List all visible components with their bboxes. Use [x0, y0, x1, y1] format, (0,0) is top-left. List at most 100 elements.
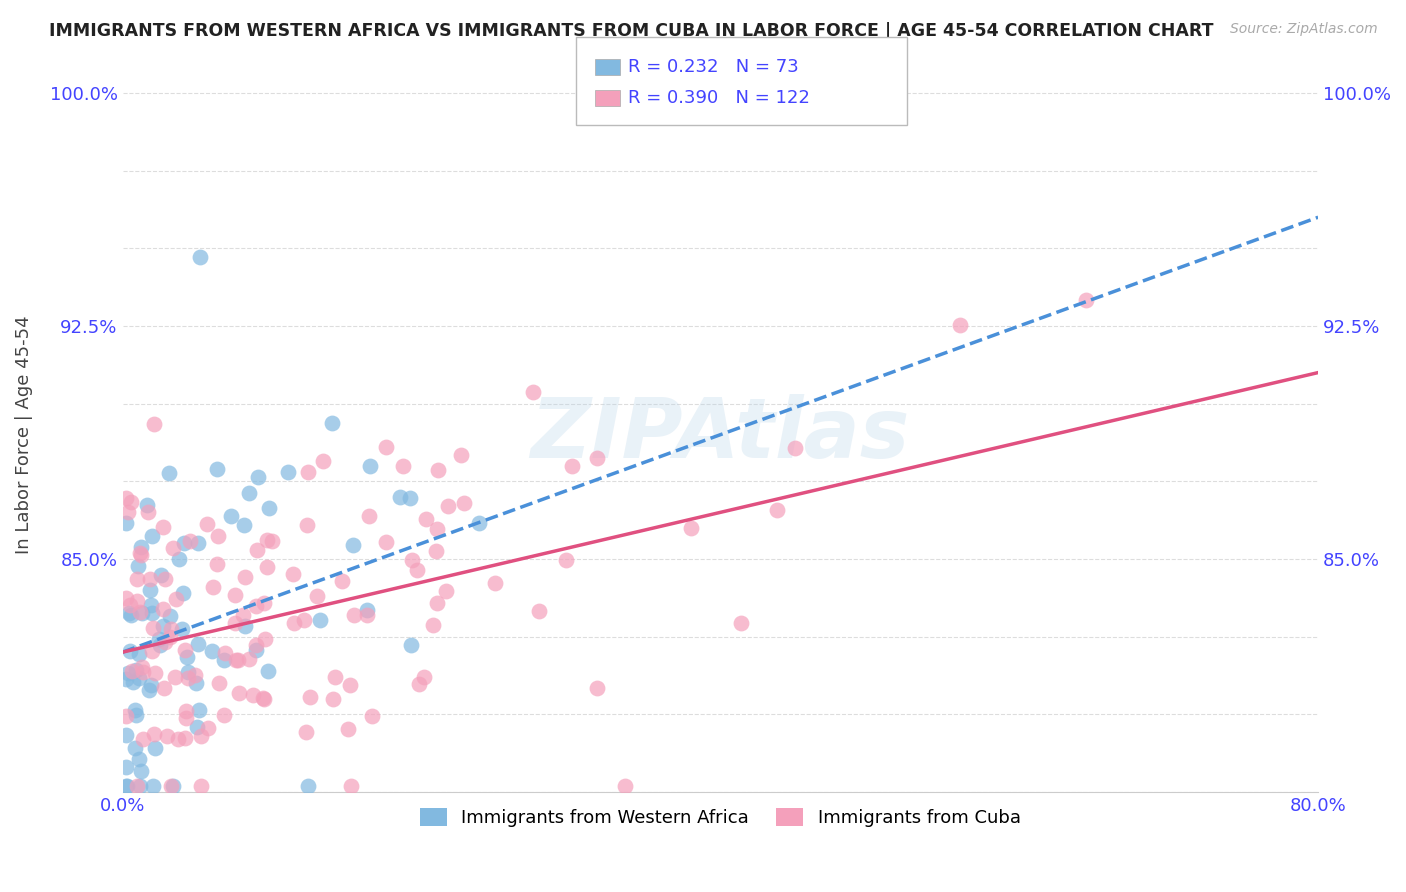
Point [166, 732, 188, 747]
Point [783, 441, 806, 455]
Point [129, 779, 152, 793]
Point [228, 686, 250, 700]
Point [153, 572, 176, 586]
Point [115, 779, 138, 793]
Point [125, 663, 148, 677]
Point [136, 505, 159, 519]
Point [172, 585, 194, 599]
Point [173, 731, 195, 746]
Point [129, 546, 152, 560]
Point [253, 596, 276, 610]
Point [114, 709, 136, 723]
Point [136, 498, 159, 512]
Point [388, 490, 411, 504]
Point [125, 594, 148, 608]
Point [238, 652, 260, 666]
Point [262, 533, 284, 548]
Point [114, 591, 136, 605]
Point [484, 575, 506, 590]
Point [139, 572, 162, 586]
Point [585, 450, 607, 465]
Point [186, 721, 208, 735]
Point [252, 691, 274, 706]
Point [422, 618, 444, 632]
Point [138, 583, 160, 598]
Point [114, 728, 136, 742]
Point [375, 535, 398, 549]
Point [127, 558, 149, 573]
Point [159, 779, 181, 793]
Point [246, 543, 269, 558]
Point [295, 725, 318, 739]
Point [585, 681, 607, 695]
Point [176, 672, 198, 686]
Point [186, 676, 208, 690]
Point [242, 688, 264, 702]
Point [145, 666, 167, 681]
Point [176, 649, 198, 664]
Point [339, 678, 361, 692]
Point [129, 764, 152, 778]
Point [129, 605, 152, 619]
Point [155, 635, 177, 649]
Point [238, 486, 260, 500]
Point [256, 664, 278, 678]
Point [159, 622, 181, 636]
Point [322, 691, 344, 706]
Point [949, 318, 972, 333]
Point [356, 602, 378, 616]
Point [305, 590, 328, 604]
Point [128, 671, 150, 685]
Point [765, 503, 787, 517]
Point [124, 740, 146, 755]
Point [176, 665, 198, 679]
Point [256, 559, 278, 574]
Point [117, 505, 139, 519]
Point [174, 711, 197, 725]
Point [141, 644, 163, 658]
Point [554, 553, 576, 567]
Text: IMMIGRANTS FROM WESTERN AFRICA VS IMMIGRANTS FROM CUBA IN LABOR FORCE | AGE 45-5: IMMIGRANTS FROM WESTERN AFRICA VS IMMIGR… [49, 22, 1213, 40]
Point [159, 608, 181, 623]
Point [197, 517, 219, 532]
Point [529, 604, 551, 618]
Point [359, 458, 381, 473]
Point [205, 557, 228, 571]
Point [149, 638, 172, 652]
Point [330, 574, 353, 589]
Point [187, 637, 209, 651]
Point [453, 496, 475, 510]
Point [118, 606, 141, 620]
Point [245, 599, 267, 614]
Point [233, 618, 256, 632]
Point [157, 466, 180, 480]
Point [207, 529, 229, 543]
Point [117, 666, 139, 681]
Point [125, 707, 148, 722]
Point [120, 598, 142, 612]
Point [139, 598, 162, 612]
Point [117, 779, 139, 793]
Point [340, 779, 363, 793]
Point [321, 417, 343, 431]
Point [128, 752, 150, 766]
Point [295, 517, 318, 532]
Point [188, 250, 211, 264]
Point [401, 552, 423, 566]
Point [138, 682, 160, 697]
Point [156, 730, 179, 744]
Point [245, 638, 267, 652]
Point [120, 494, 142, 508]
Point [415, 512, 437, 526]
Point [233, 570, 256, 584]
Point [613, 779, 636, 793]
Point [120, 644, 142, 658]
Point [114, 516, 136, 530]
Point [437, 499, 460, 513]
Point [283, 566, 305, 581]
Point [179, 534, 201, 549]
Point [148, 632, 170, 646]
Point [115, 760, 138, 774]
Point [167, 551, 190, 566]
Point [522, 385, 544, 400]
